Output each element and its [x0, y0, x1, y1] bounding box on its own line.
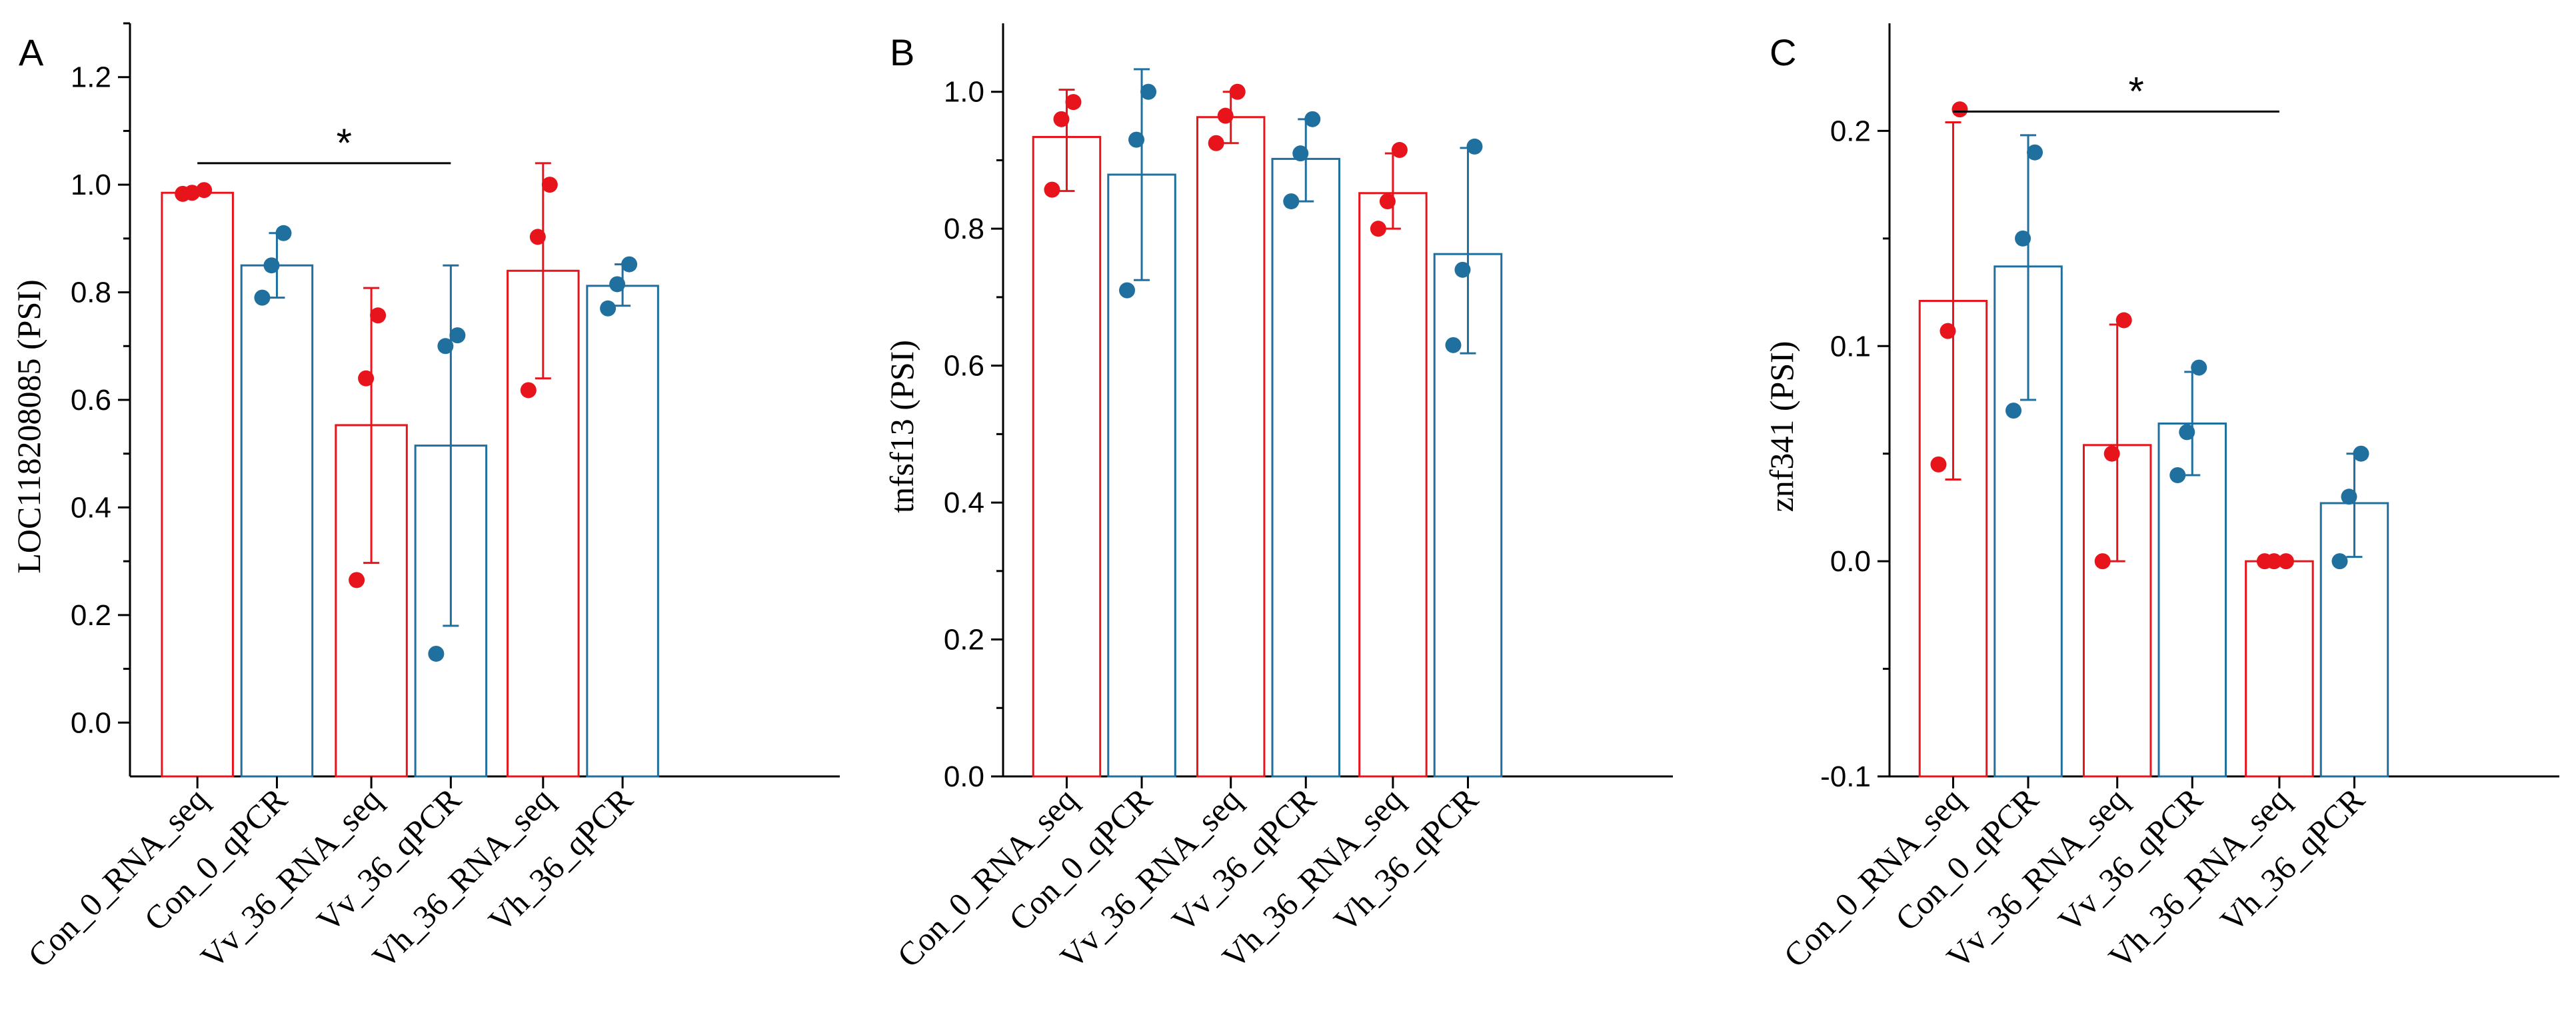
y-tick-label: 0.4: [944, 487, 984, 519]
data-point: [2277, 553, 2294, 570]
y-tick-label: 0.0: [1830, 545, 1871, 578]
panel-b: B tnfsf13 (PSI) 0.00.20.40.60.81.0Con_0_…: [883, 23, 1673, 976]
data-point: [2341, 489, 2357, 505]
data-point: [1044, 181, 1060, 198]
bar: [1271, 157, 1341, 778]
y-tick-label: 1.0: [944, 76, 984, 109]
bar: [1196, 116, 1266, 778]
y-tick-label: 1.0: [71, 169, 111, 201]
data-point: [1065, 94, 1082, 111]
y-tick-label: 0.1: [1830, 330, 1871, 363]
panel-label-a: A: [19, 31, 44, 73]
data-point: [600, 300, 617, 317]
y-tick-label: 0.4: [71, 491, 111, 524]
data-point: [1304, 111, 1321, 127]
data-point: [1119, 282, 1136, 299]
data-point: [609, 276, 626, 293]
bar: [161, 191, 234, 778]
data-point: [2115, 312, 2132, 329]
data-point: [2103, 445, 2120, 462]
data-point: [1454, 261, 1471, 278]
data-point: [2015, 230, 2031, 247]
y-tick-label: 0.2: [1830, 115, 1871, 147]
y-tick-label: 0.8: [71, 277, 111, 309]
data-point: [1379, 193, 1396, 210]
data-point: [349, 572, 365, 588]
y-tick-label: 0.2: [71, 599, 111, 632]
panel-a: A LOC118208085 (PSI) 0.0 0.2 0.4 0.6 0.8 1.0 1…: [10, 22, 840, 976]
y-tick-label: 0.6: [944, 350, 984, 383]
data-point: [1140, 83, 1157, 100]
data-point: [275, 225, 292, 241]
bar: [1358, 192, 1428, 778]
data-point: [2256, 553, 2273, 570]
data-point: [2094, 553, 2111, 570]
data-point: [2005, 403, 2022, 419]
bar: [1032, 136, 1102, 778]
data-point: [2179, 424, 2195, 441]
y-axis-title-c: znf341 (PSI): [1763, 341, 1800, 512]
panel-c: C znf341 (PSI) -0.10.00.10.2Con_0_RNA_se…: [1763, 23, 2559, 976]
data-point: [196, 182, 213, 199]
significance-star: *: [2129, 69, 2144, 113]
data-point: [2353, 445, 2369, 462]
data-point: [1939, 323, 1956, 339]
data-point: [1930, 456, 1947, 473]
y-axis-title-b: tnfsf13 (PSI): [883, 340, 920, 513]
data-point: [254, 289, 271, 306]
panel-label-c: C: [1770, 31, 1796, 73]
bar: [2245, 560, 2314, 778]
y-tick-label: -0.1: [1820, 760, 1871, 793]
data-point: [1217, 107, 1234, 124]
data-point: [2027, 144, 2043, 161]
bar: [2157, 423, 2227, 778]
data-point: [1229, 83, 1246, 100]
y-tick-label: 0.0: [71, 706, 111, 739]
data-point: [1951, 101, 1968, 118]
y-tick-label: 0.2: [944, 624, 984, 656]
data-point: [370, 307, 387, 324]
data-point: [1391, 142, 1408, 159]
data-point: [1053, 111, 1070, 127]
data-point: [2169, 467, 2186, 483]
data-point: [1445, 337, 1462, 353]
data-point: [358, 370, 375, 387]
data-point: [1292, 145, 1309, 162]
y-tick-label: 1.2: [71, 61, 111, 94]
y-tick-label: 0.8: [944, 213, 984, 245]
data-point: [529, 229, 546, 245]
data-point: [2331, 553, 2348, 570]
data-point: [520, 382, 537, 399]
panel-label-b: B: [890, 31, 914, 73]
data-point: [2191, 359, 2207, 376]
data-point: [263, 257, 280, 274]
data-point: [1208, 135, 1224, 151]
y-tick-label: 0.0: [944, 760, 984, 793]
data-point: [1128, 131, 1145, 148]
significance-star: *: [337, 121, 352, 165]
bar: [240, 264, 314, 778]
data-point: [428, 645, 445, 662]
y-axis-title-a: LOC118208085 (PSI): [10, 279, 47, 573]
data-point: [175, 185, 191, 202]
data-point: [1466, 138, 1483, 155]
data-point: [437, 338, 454, 355]
y-tick-label: 0.6: [71, 384, 111, 417]
data-point: [621, 256, 638, 273]
data-point: [541, 177, 558, 193]
bar: [586, 285, 659, 778]
data-point: [1283, 193, 1300, 210]
data-point: [1370, 221, 1386, 237]
data-point: [449, 327, 466, 344]
